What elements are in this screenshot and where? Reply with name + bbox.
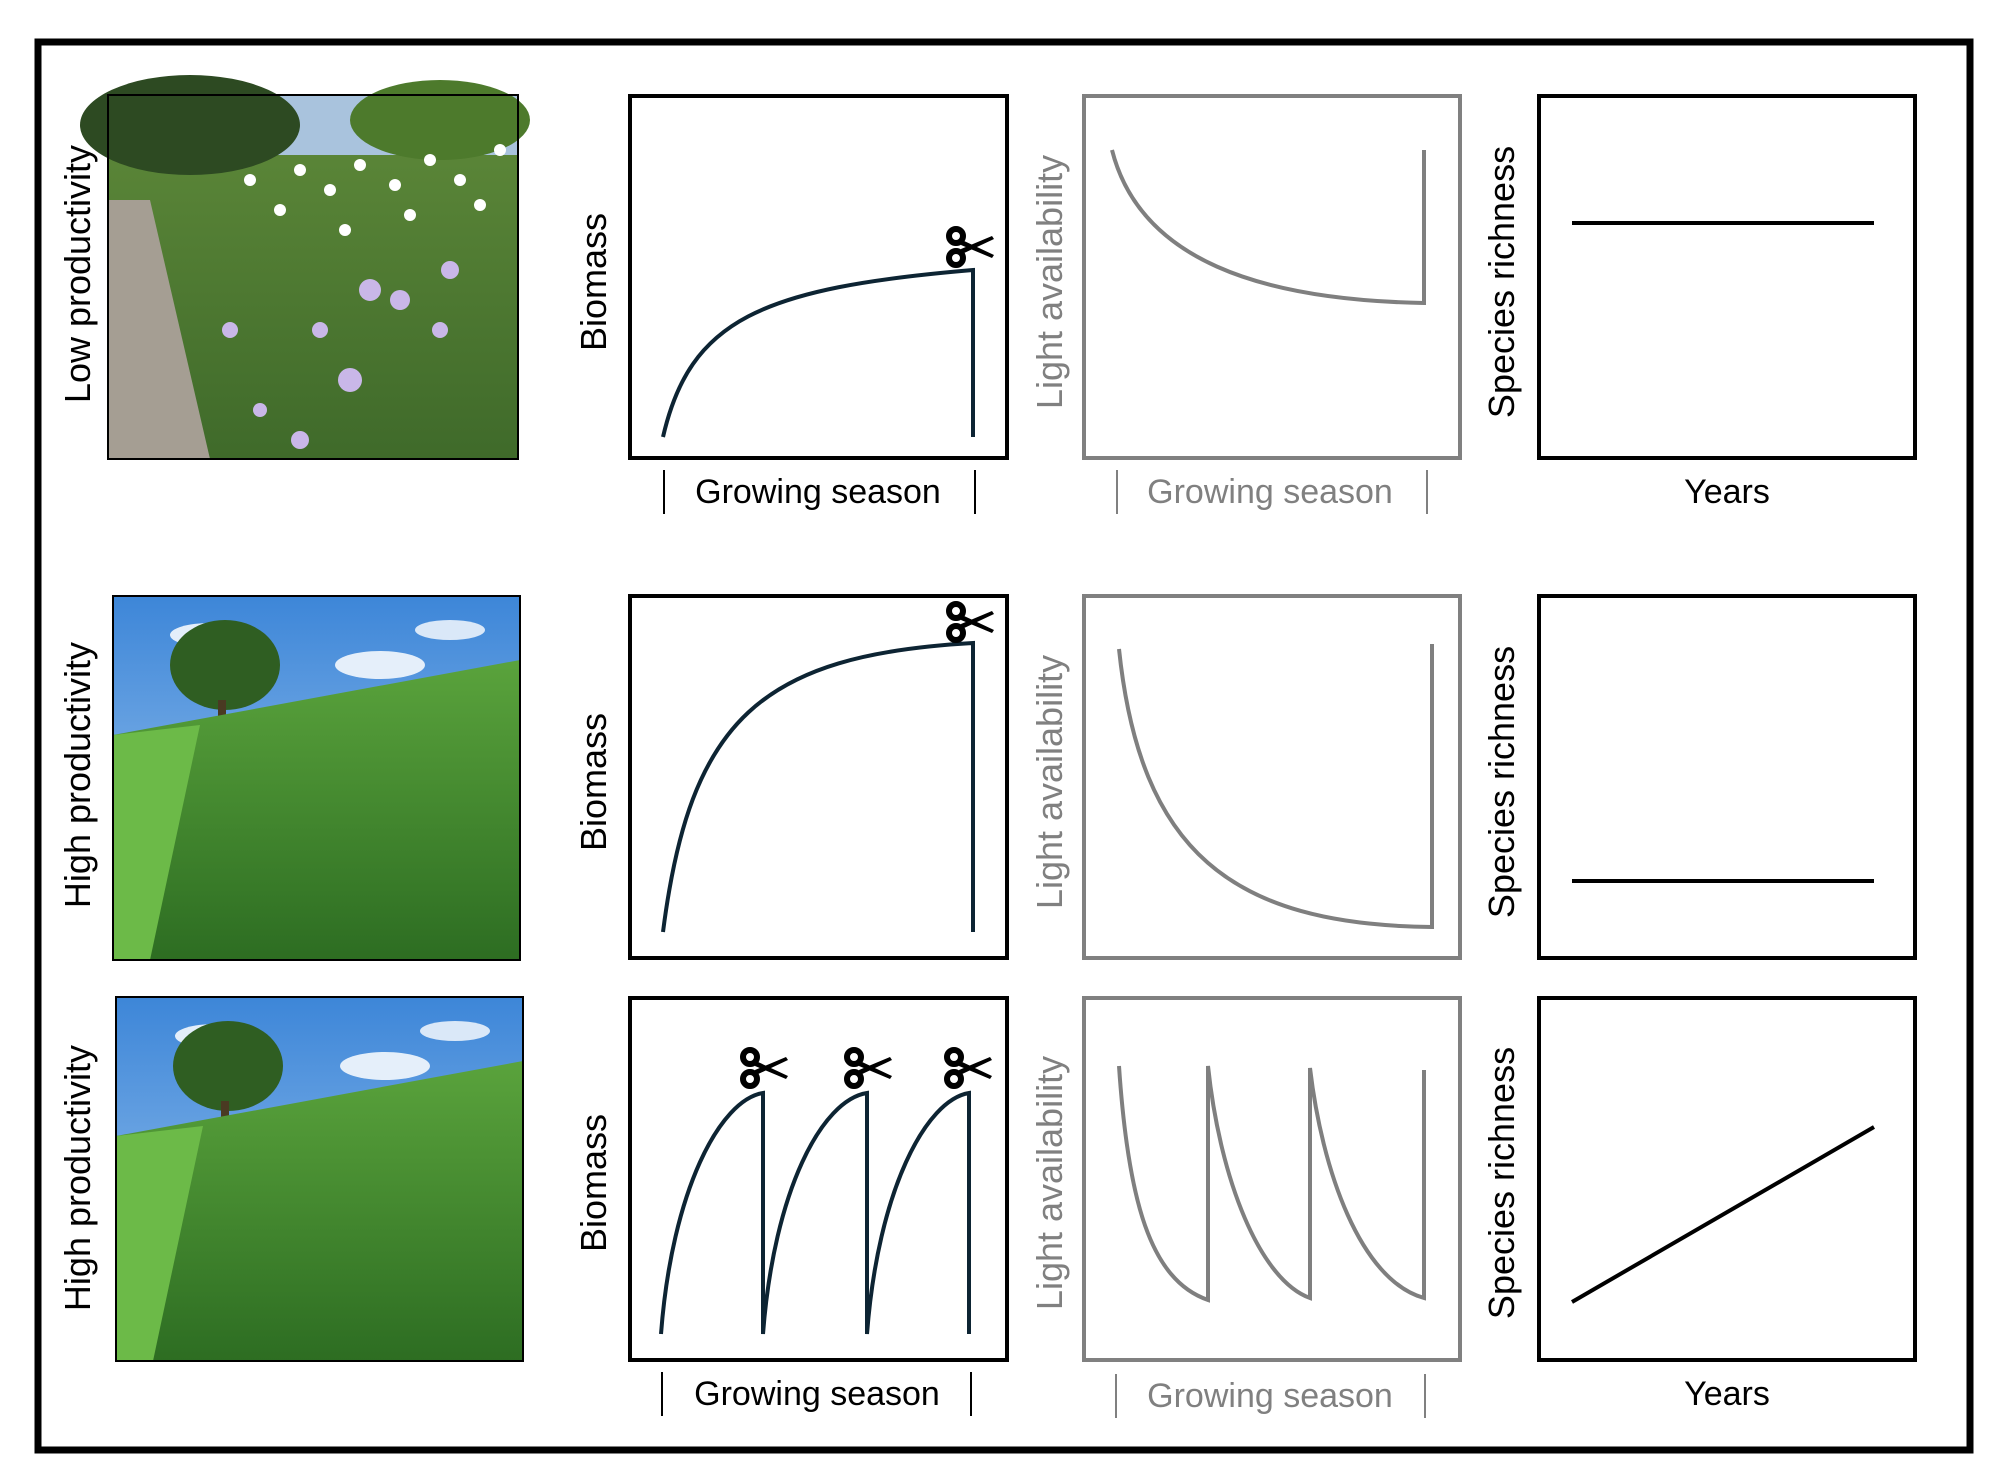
row-label-low-productivity: Low productivity [57, 145, 98, 403]
light-panel [1082, 594, 1462, 960]
light-curve [1117, 644, 1434, 930]
biomass-curve [661, 267, 975, 438]
y-label-species-richness: Species richness [1481, 1047, 1522, 1319]
y-label-biomass: Biomass [573, 713, 614, 851]
photo-tall-grass-field [115, 996, 524, 1362]
x-label-growing-season: Growing season [694, 1375, 940, 1413]
biomass-panel [628, 94, 1009, 460]
y-label-biomass: Biomass [573, 1114, 614, 1252]
y-label-species-richness: Species richness [1481, 146, 1522, 418]
row-label-high-productivity: High productivity [57, 642, 98, 908]
light-curve [1117, 1065, 1426, 1303]
x-label-years: Years [1684, 473, 1770, 511]
photo-tall-grass-field [112, 595, 521, 961]
row-high-productivity-multi-cut: High productivity Biomass Growing season… [57, 996, 1917, 1418]
x-label-growing-season: Growing season [1147, 1377, 1393, 1415]
y-label-light-availability: Light availability [1029, 155, 1070, 409]
light-panel [1082, 94, 1462, 460]
row-label-high-productivity: High productivity [57, 1045, 98, 1311]
photo-flowering-meadow [80, 75, 530, 460]
x-label-growing-season: Growing season [1147, 473, 1393, 511]
row-low-productivity: Low productivity Biomass [57, 75, 1917, 514]
richness-line [1570, 1125, 1876, 1304]
x-label-growing-season: Growing season [695, 473, 941, 511]
light-curve [1110, 149, 1426, 306]
biomass-curve [659, 1090, 971, 1335]
richness-panel [1537, 94, 1917, 460]
biomass-panel [628, 996, 1009, 1362]
biomass-curve [661, 640, 975, 933]
biomass-panel [628, 594, 1009, 960]
richness-panel [1537, 594, 1917, 960]
y-label-biomass: Biomass [573, 213, 614, 351]
x-label-years: Years [1684, 1375, 1770, 1413]
y-label-light-availability: Light availability [1029, 1056, 1070, 1310]
row-high-productivity-single-cut: High productivity Biomass Light availabi… [57, 594, 1917, 961]
richness-panel [1537, 996, 1917, 1362]
light-panel [1082, 996, 1462, 1362]
y-label-species-richness: Species richness [1481, 646, 1522, 918]
y-label-light-availability: Light availability [1029, 655, 1070, 909]
